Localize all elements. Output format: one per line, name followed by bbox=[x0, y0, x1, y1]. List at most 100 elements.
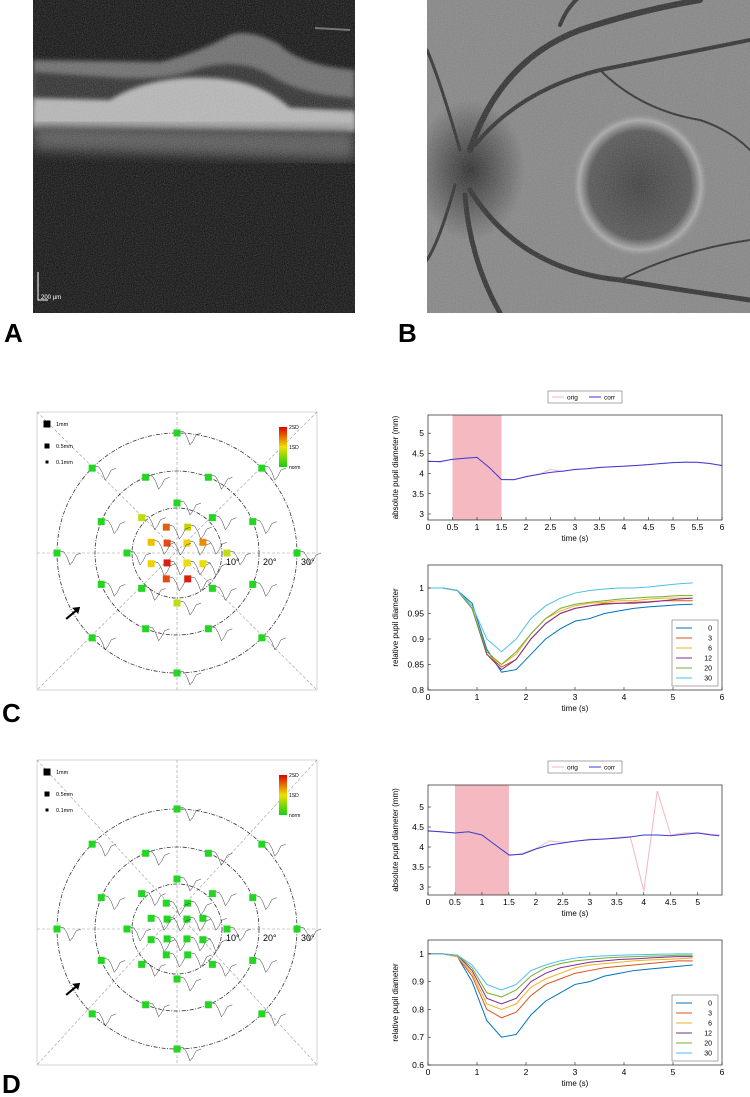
series-group bbox=[428, 953, 693, 1038]
waveform-trace bbox=[205, 937, 227, 953]
stimulus-square bbox=[258, 1010, 266, 1018]
stimulus-square bbox=[184, 523, 192, 531]
size-legend-label: 0.5mm bbox=[56, 792, 73, 798]
series-line bbox=[428, 953, 693, 1038]
series-line bbox=[428, 953, 693, 1005]
fundus-image bbox=[427, 0, 750, 313]
stimulus-square bbox=[183, 935, 191, 943]
waveform-trace bbox=[205, 561, 227, 577]
x-axis-label: time (s) bbox=[562, 1079, 589, 1088]
waveform-trace bbox=[190, 900, 212, 916]
x-tick-label: 5 bbox=[671, 692, 676, 702]
waveform-trace bbox=[255, 519, 277, 535]
y-tick-label: 0.8 bbox=[412, 685, 424, 695]
waveform-trace bbox=[255, 895, 277, 911]
ring-label: 10° bbox=[226, 933, 240, 943]
x-tick-label: 6 bbox=[720, 1067, 725, 1077]
x-tick-label: 1.5 bbox=[503, 897, 515, 907]
x-tick-label: 0.5 bbox=[447, 522, 459, 532]
panel-label: B bbox=[398, 318, 417, 348]
waveform-trace bbox=[179, 430, 202, 446]
dynamic-layer: A B C D 200 µm 10° 20° 30° 1mm 0.5mm 0.1mm 2SD 1SD no… bbox=[2, 295, 725, 1097]
y-axis-label: relative pupil diameter bbox=[391, 963, 400, 1042]
stimulus-square bbox=[184, 575, 192, 583]
y-axis-label: absolute pupil diameter (mm) bbox=[391, 415, 400, 519]
y-axis-label: absolute pupil diameter (mm) bbox=[391, 788, 400, 892]
y-tick-label: 0.9 bbox=[412, 977, 424, 987]
waveform-trace bbox=[229, 926, 252, 942]
x-tick-label: 3 bbox=[573, 522, 578, 532]
legend-box bbox=[547, 760, 623, 774]
arrow-head bbox=[72, 982, 81, 990]
stimulus-square bbox=[123, 925, 131, 933]
waveform-trace bbox=[264, 465, 286, 481]
size-legend-label: 0.5mm bbox=[56, 444, 73, 450]
x-axis-label: time (s) bbox=[562, 534, 589, 543]
legend-label: 0 bbox=[708, 626, 712, 633]
stimulus-square bbox=[162, 951, 170, 959]
stimulus-square bbox=[199, 538, 207, 546]
waveform-trace bbox=[95, 465, 117, 481]
waveform-trace bbox=[59, 550, 82, 566]
y-tick-label: 4.5 bbox=[412, 448, 424, 458]
y-tick-label: 3 bbox=[419, 509, 424, 519]
stimulus-square bbox=[142, 625, 150, 633]
stimulus-square bbox=[208, 890, 216, 898]
waveform-trace bbox=[211, 626, 233, 642]
ring-label: 30° bbox=[301, 557, 315, 567]
stimulus-square bbox=[173, 429, 181, 437]
stimulus-square bbox=[199, 560, 207, 568]
diagonal-line bbox=[36, 759, 318, 1066]
stimulus-square bbox=[173, 805, 181, 813]
color-bar bbox=[279, 427, 287, 467]
stimulus-square bbox=[142, 849, 150, 857]
legend-label: 20 bbox=[704, 666, 712, 673]
waveform-trace bbox=[215, 891, 237, 907]
waveform-trace bbox=[190, 952, 212, 968]
x-tick-label: 5 bbox=[695, 897, 700, 907]
legend-label: orig bbox=[567, 395, 578, 402]
x-tick-label: 0 bbox=[426, 522, 431, 532]
legend-label: 3 bbox=[708, 636, 712, 643]
stimulus-square bbox=[147, 560, 155, 568]
ring bbox=[131, 883, 223, 975]
color-bar bbox=[279, 775, 287, 815]
y-tick-label: 0.8 bbox=[412, 1004, 424, 1014]
stimulus-square bbox=[173, 875, 181, 883]
stimulus-square bbox=[123, 549, 131, 557]
x-tick-label: 2 bbox=[534, 897, 539, 907]
waveform-trace bbox=[148, 850, 170, 866]
stimulus-square bbox=[183, 539, 191, 547]
x-tick-label: 3 bbox=[573, 1067, 578, 1077]
x-tick-label: 1 bbox=[475, 522, 480, 532]
stimulus-square bbox=[258, 840, 266, 848]
stimulus-square bbox=[142, 473, 150, 481]
oct-image bbox=[33, 0, 355, 313]
waveform-trace bbox=[179, 806, 202, 822]
y-tick-label: 4 bbox=[419, 842, 424, 852]
x-tick-label: 0 bbox=[426, 692, 431, 702]
scale-bar-label: 200 µm bbox=[41, 295, 61, 301]
x-tick-label: 6 bbox=[720, 692, 725, 702]
y-axis-label: relative pupil diameter bbox=[391, 588, 400, 667]
stimulus-square bbox=[163, 539, 171, 547]
x-tick-label: 5 bbox=[671, 522, 676, 532]
stimulus-square bbox=[53, 549, 61, 557]
ring-label: 20° bbox=[263, 557, 277, 567]
y-tick-label: 3 bbox=[419, 882, 424, 892]
stimulus-square bbox=[163, 915, 171, 923]
waveform-trace bbox=[229, 550, 252, 566]
x-axis-label: time (s) bbox=[562, 909, 589, 918]
stimulus-square bbox=[162, 575, 170, 583]
ring bbox=[94, 846, 260, 1012]
x-tick-label: 3.5 bbox=[611, 897, 623, 907]
waveform-trace bbox=[104, 519, 126, 535]
waveform-trace bbox=[129, 550, 152, 566]
legend-label: 30 bbox=[704, 676, 712, 683]
x-tick-label: 3 bbox=[573, 692, 578, 702]
stimulus-shade bbox=[454, 785, 509, 895]
x-tick-label: 0 bbox=[426, 897, 431, 907]
stimulus-square bbox=[163, 559, 171, 567]
waveform-trace bbox=[154, 916, 176, 931]
